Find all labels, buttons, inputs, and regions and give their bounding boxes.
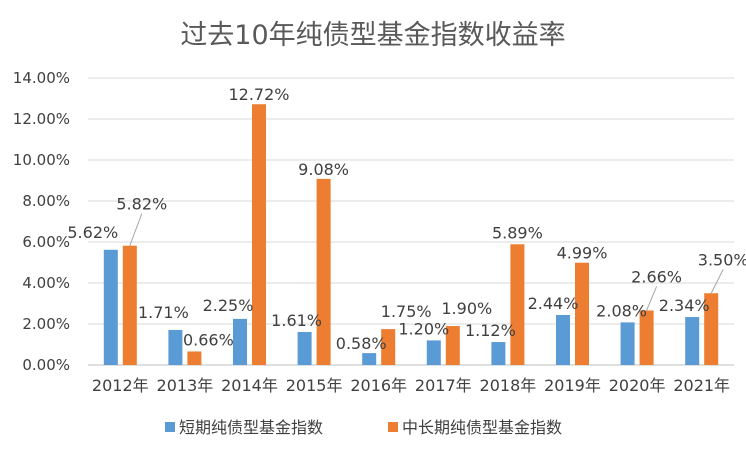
y-tick-label: 14.00% bbox=[13, 69, 70, 87]
data-label: 2.08% bbox=[596, 301, 647, 320]
bar-long bbox=[704, 293, 719, 365]
bar-long bbox=[381, 329, 396, 365]
leader-line bbox=[646, 286, 658, 311]
leader-line bbox=[710, 269, 724, 294]
data-label: 2.34% bbox=[659, 296, 710, 315]
bars bbox=[103, 104, 719, 366]
legend-label: 短期纯债型基金指数 bbox=[179, 418, 323, 437]
x-tick-label: 2018年 bbox=[480, 376, 537, 395]
bar-short bbox=[491, 342, 506, 365]
bar-long bbox=[316, 178, 331, 365]
data-label: 12.72% bbox=[228, 85, 289, 104]
data-label: 3.50% bbox=[698, 250, 746, 269]
data-label: 5.89% bbox=[492, 223, 543, 242]
x-tick-label: 2020年 bbox=[609, 376, 666, 395]
legend-swatch bbox=[165, 422, 175, 432]
data-label: 4.99% bbox=[557, 244, 608, 263]
x-tick-label: 2019年 bbox=[544, 376, 601, 395]
data-label: 2.25% bbox=[203, 296, 254, 315]
x-tick-label: 2013年 bbox=[157, 376, 214, 395]
x-tick-label: 2021年 bbox=[673, 376, 730, 395]
bar-long bbox=[122, 245, 137, 365]
x-axis-ticks: 2012年 2013年 2014年 2015年 2016年 2017年 2018年 2019年… bbox=[92, 376, 730, 395]
bar-short bbox=[233, 318, 247, 365]
y-tick-label: 2.00% bbox=[22, 315, 70, 333]
gridlines bbox=[88, 77, 734, 366]
bar-short bbox=[168, 329, 183, 365]
bar-short bbox=[103, 249, 118, 365]
bar-long bbox=[575, 262, 589, 365]
x-tick-label: 2017年 bbox=[415, 376, 472, 395]
data-label: 0.66% bbox=[183, 330, 234, 349]
bar-short bbox=[556, 314, 570, 365]
data-label: 9.08% bbox=[298, 160, 349, 179]
data-label: 1.20% bbox=[398, 319, 449, 338]
data-label: 1.12% bbox=[465, 321, 516, 340]
bar-long bbox=[445, 326, 460, 365]
bar-long bbox=[510, 244, 525, 365]
y-tick-label: 10.00% bbox=[13, 151, 70, 169]
data-label: 1.90% bbox=[441, 299, 492, 318]
leader-line bbox=[129, 213, 143, 246]
legend-swatch bbox=[388, 422, 398, 432]
label-leader-lines bbox=[129, 213, 724, 311]
bar-long bbox=[187, 351, 202, 365]
y-tick-label: 8.00% bbox=[22, 192, 70, 210]
y-tick-label: 4.00% bbox=[22, 274, 70, 292]
bar-long bbox=[639, 310, 654, 365]
bar-short bbox=[362, 353, 377, 365]
data-label: 1.61% bbox=[271, 311, 322, 330]
x-tick-label: 2015年 bbox=[286, 376, 343, 395]
data-label: 1.75% bbox=[381, 302, 432, 321]
y-axis-ticks: 0.00% 2.00% 4.00% 6.00% 8.00% 10.00% 12.00% 14.… bbox=[13, 69, 70, 374]
data-labels: 5.62% 5.82% 1.71% 0.66% 2.25% 12.72% 1.61% 9.08… bbox=[67, 85, 746, 353]
data-label: 2.44% bbox=[528, 294, 579, 313]
bar-short bbox=[685, 317, 700, 365]
data-label: 0.58% bbox=[336, 334, 387, 353]
data-label: 1.71% bbox=[138, 303, 189, 322]
y-tick-label: 0.00% bbox=[22, 356, 70, 374]
x-tick-label: 2016年 bbox=[350, 376, 407, 395]
legend: 短期纯债型基金指数 中长期纯债型基金指数 bbox=[165, 418, 562, 437]
bar-short bbox=[426, 340, 441, 365]
x-tick-label: 2012年 bbox=[92, 376, 149, 395]
bar-long bbox=[252, 104, 266, 366]
legend-label: 中长期纯债型基金指数 bbox=[402, 418, 562, 437]
y-tick-label: 6.00% bbox=[22, 233, 70, 251]
bar-short bbox=[620, 322, 635, 365]
bar-short bbox=[297, 331, 312, 365]
y-tick-label: 12.00% bbox=[13, 110, 70, 128]
data-label: 5.62% bbox=[67, 223, 118, 242]
data-label: 2.66% bbox=[631, 267, 682, 286]
data-label: 5.82% bbox=[116, 195, 167, 214]
x-tick-label: 2014年 bbox=[221, 376, 278, 395]
chart-title: 过去10年纯债型基金指数收益率 bbox=[180, 20, 565, 51]
